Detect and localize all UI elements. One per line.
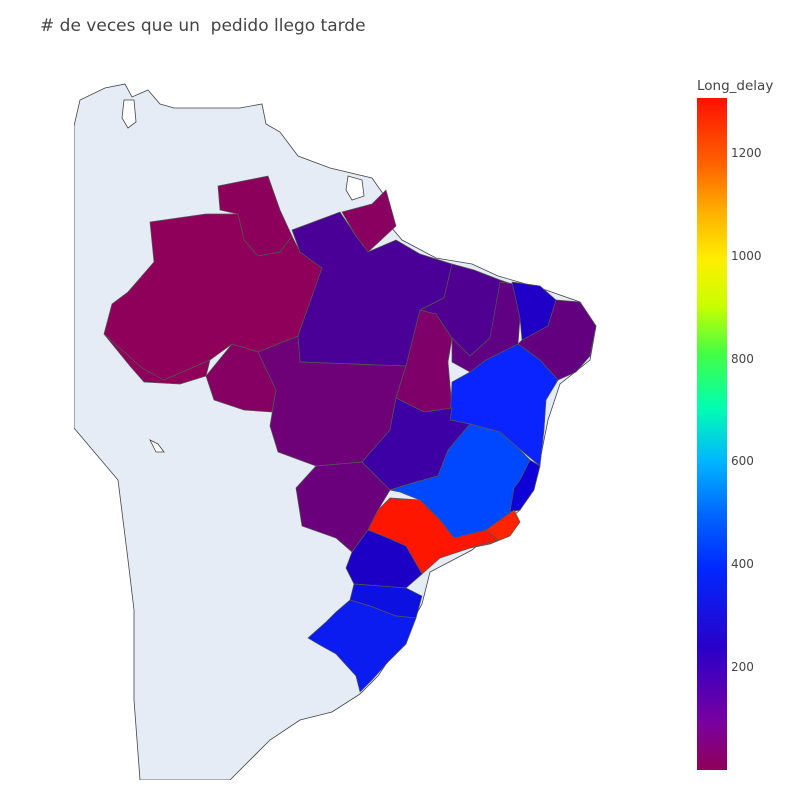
colorbar-gradient: [697, 98, 727, 770]
state-rio-grande-do-sul[interactable]: [307, 599, 417, 693]
island-north: [121, 99, 137, 129]
colorbar-tick-1000: 1000: [731, 249, 762, 263]
colorbar-tick-800: 800: [731, 352, 754, 366]
state-northeast-east[interactable]: [517, 299, 597, 381]
colorbar-tick-600: 600: [731, 454, 754, 468]
map-title: # de veces que un pedido llego tarde: [40, 16, 366, 36]
colorbar-title: Long_delay: [697, 78, 774, 94]
colorbar-tick-1200: 1200: [731, 146, 762, 160]
colorbar-tick-200: 200: [731, 660, 754, 674]
state-rio-de-janeiro[interactable]: [469, 509, 521, 549]
state-espirito-santo[interactable]: [509, 459, 541, 513]
lake-north: [345, 175, 365, 201]
lake-west: [149, 439, 165, 453]
state-parana[interactable]: [345, 529, 423, 589]
colorbar-tick-400: 400: [731, 557, 754, 571]
